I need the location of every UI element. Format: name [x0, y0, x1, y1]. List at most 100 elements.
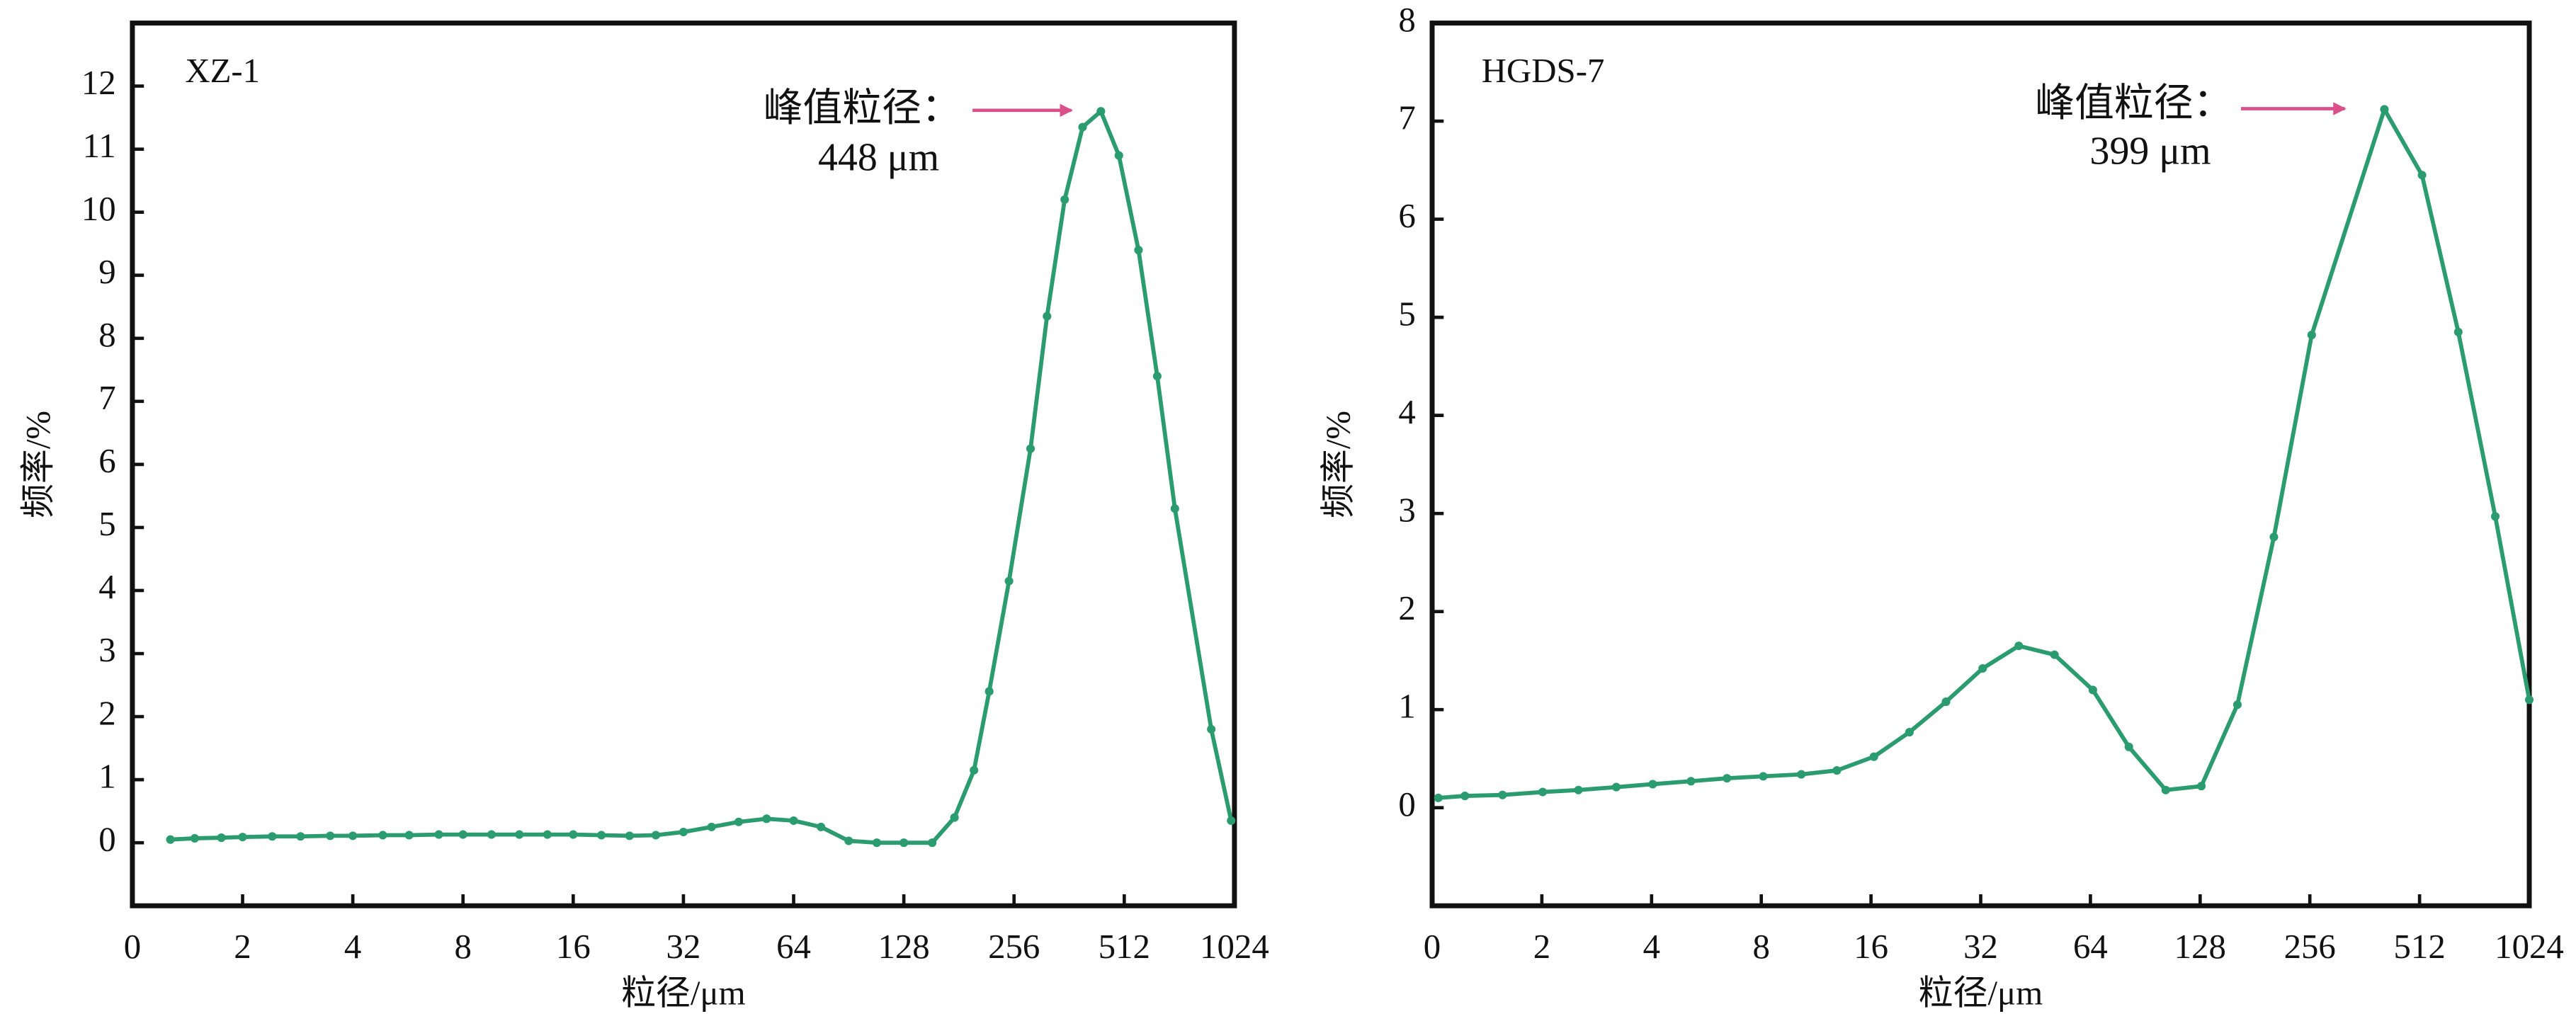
- data-point: [2050, 650, 2059, 659]
- data-point: [651, 831, 660, 840]
- data-point: [1723, 774, 1732, 783]
- data-point: [434, 830, 443, 839]
- y-tick-label: 11: [83, 126, 116, 165]
- data-point: [844, 836, 853, 845]
- x-tick-label: 4: [344, 927, 361, 966]
- data-point: [2232, 700, 2242, 709]
- data-point: [1460, 792, 1470, 801]
- data-point: [789, 816, 798, 826]
- data-point: [872, 838, 882, 848]
- data-point: [1004, 576, 1014, 586]
- data-point: [1096, 107, 1106, 116]
- data-point: [625, 831, 634, 840]
- data-point: [458, 830, 467, 839]
- data-point: [928, 838, 937, 848]
- data-point: [2197, 782, 2206, 791]
- data-point: [679, 827, 688, 837]
- y-tick-label: 3: [98, 630, 115, 669]
- x-tick-label: 64: [776, 927, 811, 966]
- data-point: [543, 830, 552, 839]
- data-point: [2453, 327, 2463, 336]
- y-tick-label: 2: [98, 693, 115, 732]
- y-tick-label: 2: [1398, 588, 1415, 627]
- data-point: [762, 814, 771, 823]
- data-point: [1869, 752, 1878, 761]
- annotation-label: 峰值粒径：: [2035, 81, 2232, 125]
- data-point: [217, 833, 226, 843]
- y-tick-label: 12: [81, 63, 116, 102]
- y-tick-label: 6: [1398, 196, 1415, 235]
- x-tick-label: 8: [1753, 927, 1770, 966]
- y-tick-label: 0: [98, 819, 115, 858]
- y-tick-label: 5: [98, 504, 115, 543]
- data-point: [2307, 330, 2316, 340]
- x-tick-label: 4: [1643, 927, 1660, 966]
- data-point: [1498, 790, 1507, 799]
- data-point: [1574, 785, 1583, 794]
- y-tick-label: 8: [98, 315, 115, 354]
- data-point: [268, 832, 277, 841]
- y-tick-label: 7: [98, 378, 115, 417]
- x-tick-label: 32: [666, 927, 701, 966]
- data-point: [707, 822, 716, 831]
- plot-frame: [130, 21, 1237, 908]
- data-point: [515, 830, 524, 839]
- x-tick-label: 8: [455, 927, 472, 966]
- data-point: [1134, 246, 1143, 255]
- y-tick-label: 1: [98, 756, 115, 795]
- x-tick-label: 2: [234, 927, 251, 966]
- data-point: [1060, 195, 1069, 204]
- y-tick-label: 3: [1398, 490, 1415, 529]
- y-axis-label: 频率/%: [1318, 411, 1357, 518]
- data-point: [404, 831, 414, 840]
- x-tick-label: 128: [878, 927, 929, 966]
- data-point: [1434, 793, 1443, 802]
- x-tick-label: 128: [2174, 927, 2226, 966]
- data-point: [326, 831, 335, 840]
- data-point: [1978, 663, 1987, 673]
- data-point: [1538, 787, 1548, 797]
- data-point: [1611, 782, 1621, 792]
- data-point: [238, 833, 247, 842]
- y-tick-label: 10: [81, 189, 116, 228]
- data-point: [1026, 444, 1035, 453]
- data-point: [378, 831, 387, 840]
- data-point: [166, 835, 175, 844]
- data-point: [1170, 504, 1179, 513]
- data-point: [2524, 695, 2534, 705]
- sample-label: HGDS-7: [1482, 51, 1605, 90]
- data-point: [1043, 312, 1052, 321]
- data-point: [1941, 697, 1951, 707]
- data-point: [2269, 532, 2279, 542]
- data-point: [1759, 772, 1768, 781]
- data-point: [296, 832, 305, 841]
- y-tick-label: 6: [98, 441, 115, 480]
- data-point: [2161, 785, 2170, 794]
- data-point: [2124, 742, 2133, 751]
- x-tick-label: 32: [1963, 927, 1998, 966]
- x-axis-label: 粒径/μm: [621, 973, 745, 1012]
- data-point: [1078, 122, 1087, 132]
- y-tick-label: 1: [1398, 686, 1415, 725]
- data-point: [1832, 766, 1842, 775]
- data-point: [597, 831, 606, 840]
- data-line: [1438, 107, 2531, 800]
- y-tick-label: 7: [1398, 98, 1415, 137]
- y-tick-label: 4: [1398, 392, 1415, 431]
- y-tick-label: 8: [1398, 0, 1415, 39]
- data-point: [1227, 816, 1236, 826]
- data-line: [170, 109, 1234, 845]
- data-point: [734, 817, 743, 826]
- x-tick-label: 256: [2284, 927, 2336, 966]
- x-tick-label: 0: [1424, 927, 1441, 966]
- data-point: [900, 838, 909, 848]
- data-point: [2380, 105, 2389, 114]
- x-tick-label: 1024: [2495, 927, 2564, 966]
- annotation-value: 399 μm: [2090, 129, 2211, 173]
- data-point: [487, 830, 496, 839]
- x-tick-label: 0: [124, 927, 141, 966]
- x-tick-label: 256: [988, 927, 1040, 966]
- data-point: [1207, 724, 1216, 734]
- x-tick-label: 16: [556, 927, 591, 966]
